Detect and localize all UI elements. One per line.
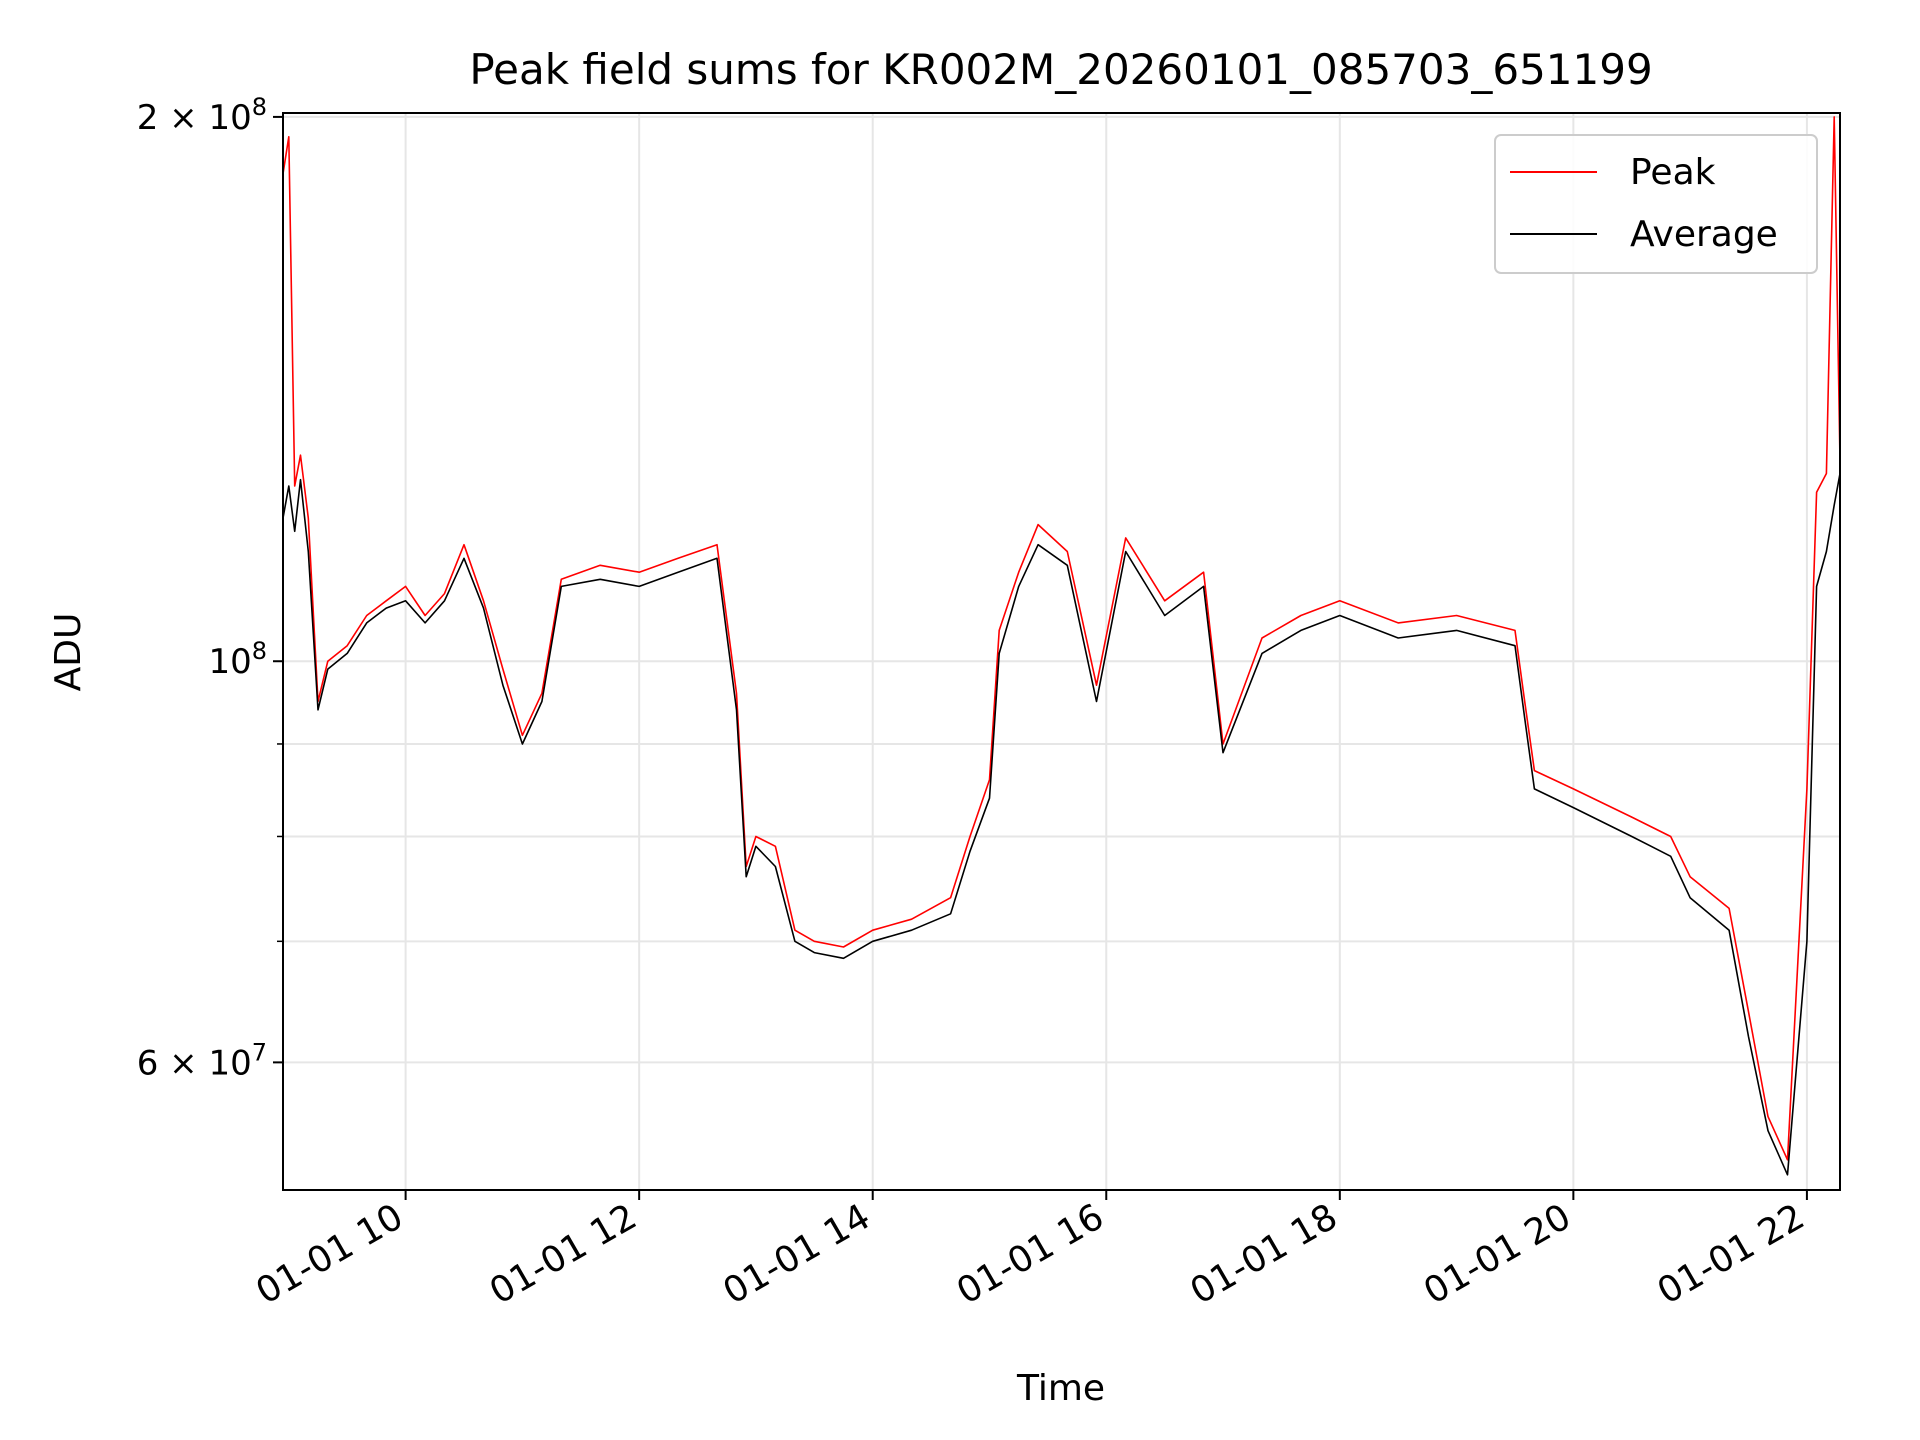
legend: Peak Average [1494,134,1818,274]
grid [283,113,1840,1190]
y-tick-label: 108 [208,637,267,682]
y-axis-label: ADU [48,613,89,692]
series-line-peak [282,116,1841,1161]
series-line-average [282,473,1841,1176]
legend-peak-label: Peak [1630,152,1716,193]
plot-lines [282,116,1841,1176]
chart-title: Peak field sums for KR002M_20260101_0857… [469,45,1652,94]
x-axis-label: Time [1016,1368,1105,1409]
y-tick-label: 6 × 107 [137,1038,267,1083]
legend-box [1494,134,1818,274]
plot-frame [282,112,1841,1191]
y-tick-label: 2 × 108 [137,93,267,138]
legend-average-label: Average [1630,214,1778,255]
